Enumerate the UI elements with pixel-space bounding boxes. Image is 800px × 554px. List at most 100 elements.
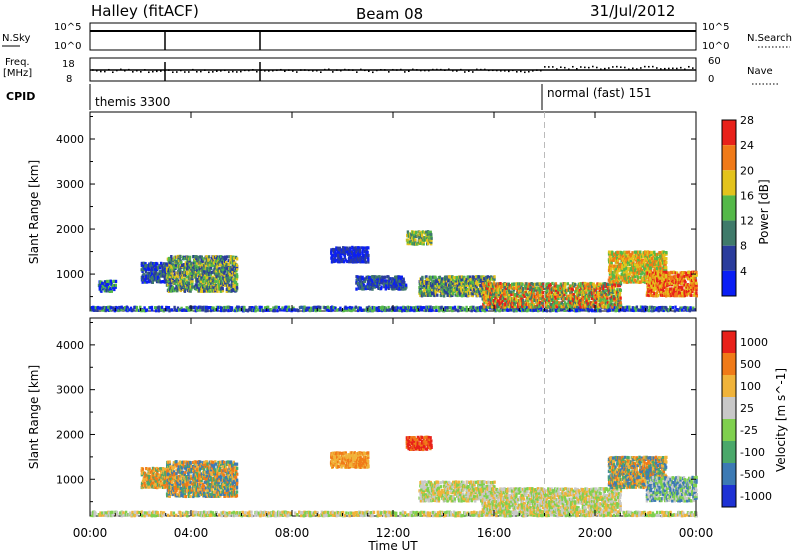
echo-cell: [547, 282, 550, 286]
echo-cell: [614, 284, 617, 288]
echo-cell: [527, 291, 531, 295]
echo-cell: [330, 260, 334, 264]
echo-cell: [377, 308, 381, 312]
echo-cell: [487, 295, 490, 299]
echo-cell: [196, 261, 199, 265]
nave-dot: [288, 69, 290, 71]
nave-dot: [272, 69, 274, 72]
echo-cell: [343, 256, 347, 260]
echo-cell: [351, 245, 354, 249]
echo-cell: [209, 277, 213, 281]
echo-cell: [110, 281, 113, 285]
echo-cell: [402, 305, 405, 309]
echo-cell: [600, 295, 603, 299]
echo-cell: [679, 308, 682, 312]
echo-cell: [621, 252, 624, 256]
echo-cell: [532, 282, 535, 286]
echo-cell: [359, 281, 362, 285]
echo-cell: [545, 303, 548, 307]
nsearch-tick-bottom: 10^0: [702, 41, 729, 52]
echo-cell: [580, 302, 584, 306]
echo-cell: [110, 306, 113, 310]
echo-cell: [591, 301, 595, 305]
echo-cell: [363, 279, 367, 283]
echo-cell: [437, 305, 441, 310]
echo-cell: [655, 257, 658, 261]
echo-cell: [151, 264, 154, 268]
echo-cell: [504, 301, 507, 305]
echo-cell: [169, 281, 172, 285]
echo-cell: [504, 296, 507, 301]
echo-cell: [564, 302, 568, 306]
echo-cell: [205, 255, 208, 259]
echo-cell: [648, 256, 651, 260]
echo-cell: [203, 283, 206, 287]
echo-cell: [180, 261, 183, 265]
nave-dot: [640, 67, 642, 69]
echo-cell: [231, 287, 234, 291]
echo-cell: [144, 270, 148, 274]
echo-cell: [667, 275, 670, 279]
echo-cell: [399, 306, 402, 310]
echo-cell: [496, 305, 499, 309]
echo-cell: [215, 267, 219, 271]
echo-cell: [436, 293, 439, 297]
echo-cell: [586, 294, 590, 298]
echo-cell: [474, 283, 478, 287]
echo-cell: [536, 305, 539, 309]
echo-cell: [557, 308, 560, 312]
echo-cell: [639, 266, 642, 270]
echo-cell: [171, 285, 175, 289]
cpid-row: CPID themis 3300 normal (fast) 151: [6, 84, 651, 110]
echo-cell: [317, 305, 320, 309]
echo-cell: [255, 306, 258, 310]
echo-cell: [228, 286, 231, 291]
echo-cell: [201, 289, 204, 293]
echo-cell: [602, 290, 605, 294]
echo-cell: [234, 273, 237, 277]
echo-cell: [413, 234, 416, 238]
echo-cell: [135, 305, 139, 310]
echo-cell: [493, 303, 496, 307]
echo-cell: [652, 294, 655, 298]
echo-cell: [484, 292, 487, 296]
echo-cell: [589, 287, 592, 291]
echo-cell: [100, 284, 103, 288]
echo-cell: [151, 268, 155, 272]
echo-cell: [342, 248, 345, 252]
echo-cell: [632, 280, 635, 284]
echo-cell: [186, 267, 189, 271]
echo-cell: [338, 246, 342, 250]
echo-cell: [234, 280, 238, 285]
echo-cell: [281, 306, 284, 310]
echo-cell: [441, 288, 444, 292]
nave-dot: [536, 69, 538, 71]
echo-cell: [491, 292, 495, 296]
echo-cell: [367, 258, 370, 262]
echo-cell: [247, 308, 251, 312]
echo-cell: [514, 293, 517, 297]
echo-cell: [415, 234, 418, 238]
echo-cell: [221, 287, 224, 291]
echo-cell: [606, 301, 610, 305]
echo-cell: [628, 258, 631, 262]
echo-cell: [654, 281, 657, 285]
echo-cell: [517, 302, 521, 306]
echo-cell: [434, 289, 437, 293]
echo-cell: [514, 295, 517, 299]
echo-cell: [201, 287, 204, 291]
echo-cells: [90, 230, 698, 313]
echo-cell: [587, 304, 590, 308]
echo-cell: [487, 297, 490, 301]
echo-cell: [373, 308, 377, 312]
echo-cell: [630, 253, 633, 257]
echo-cell: [373, 306, 376, 310]
echo-cell: [530, 286, 533, 290]
echo-cell: [553, 308, 556, 312]
nave-dot: [572, 65, 574, 68]
echo-cell: [292, 306, 295, 310]
echo-cell: [230, 279, 233, 283]
echo-cell: [500, 301, 504, 305]
nave-dot: [544, 66, 546, 68]
echo-cell: [202, 279, 205, 283]
